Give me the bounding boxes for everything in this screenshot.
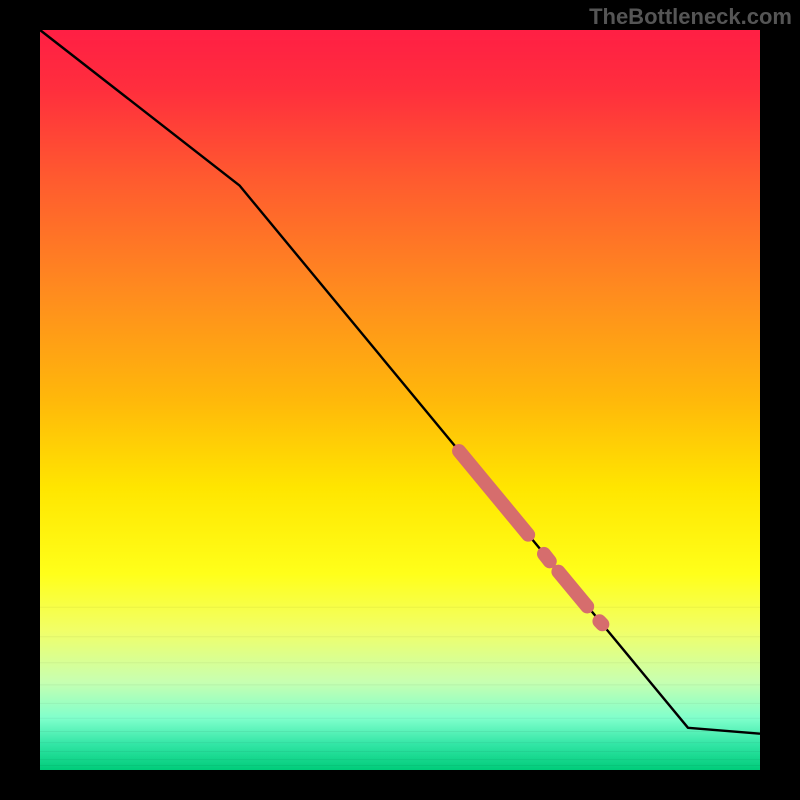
highlight-segment (544, 554, 550, 561)
highlight-segment (599, 621, 602, 624)
chart-svg (0, 0, 800, 800)
gradient-background (40, 30, 760, 770)
watermark-text: TheBottleneck.com (589, 4, 792, 30)
chart-canvas: TheBottleneck.com (0, 0, 800, 800)
